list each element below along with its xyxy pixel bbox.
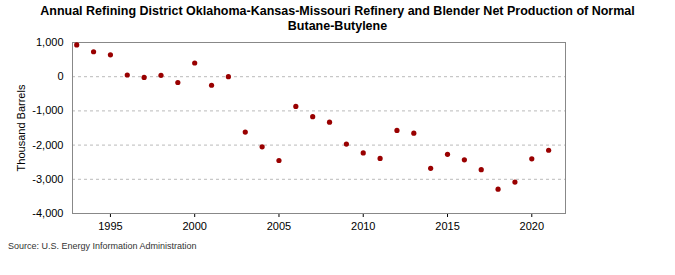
svg-text:-4,000: -4,000 [32, 207, 63, 219]
svg-text:2020: 2020 [520, 220, 544, 232]
svg-text:2000: 2000 [182, 220, 206, 232]
svg-text:-2,000: -2,000 [32, 139, 63, 151]
svg-text:2010: 2010 [351, 220, 375, 232]
svg-text:-1,000: -1,000 [32, 104, 63, 116]
svg-text:0: 0 [57, 70, 63, 82]
html-text:Source: U.S. Energy Informatio: Source: U.S. Energy Information Administ… [8, 241, 197, 251]
svg-text:-3,000: -3,000 [32, 173, 63, 185]
html-text:Annual Refining District Oklah: Annual Refining District Oklahoma-Kansas… [40, 4, 635, 33]
svg-text:1995: 1995 [98, 220, 122, 232]
svg-text:Thousand Barrels: Thousand Barrels [15, 84, 27, 171]
svg-text:1,000: 1,000 [36, 36, 64, 48]
svg-text:2015: 2015 [435, 220, 459, 232]
svg-text:2005: 2005 [267, 220, 291, 232]
